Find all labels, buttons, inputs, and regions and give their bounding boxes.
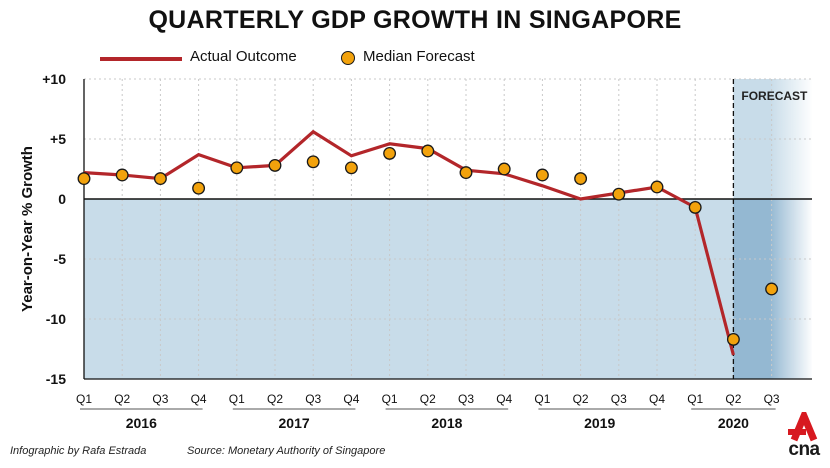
tick-labels: +10 +5 0 -5 -10 -15 Year-on-Year % Growth Q1 Q2 Q… (19, 71, 780, 431)
x-tick-label: Q1 (382, 392, 398, 406)
median-forecast-point (77, 172, 91, 186)
x-tick-label: Q4 (191, 392, 207, 406)
year-label: 2019 (584, 415, 615, 431)
median-forecast-point (230, 161, 244, 175)
y-tick-label: -15 (46, 371, 66, 387)
median-forecast-point (306, 155, 320, 169)
y-tick-label: +5 (50, 131, 66, 147)
x-tick-label: Q3 (152, 392, 168, 406)
x-tick-label: Q4 (649, 392, 665, 406)
y-tick-label: -5 (54, 251, 67, 267)
median-forecast-point (726, 332, 740, 346)
x-tick-label: Q3 (611, 392, 627, 406)
y-tick-label: 0 (58, 191, 66, 207)
x-tick-label: Q4 (343, 392, 359, 406)
year-label: 2018 (431, 415, 462, 431)
x-tick-label: Q3 (305, 392, 321, 406)
chart-title: QUARTERLY GDP GROWTH IN SINGAPORE (148, 6, 682, 34)
cna-logo-text: cna (788, 439, 820, 460)
series (77, 129, 779, 356)
year-label: 2016 (126, 415, 157, 431)
median-forecast-point (497, 162, 511, 176)
x-tick-label: Q2 (725, 392, 741, 406)
negative-region (84, 199, 812, 379)
year-label: 2020 (718, 415, 749, 431)
median-forecast-point (688, 200, 702, 214)
axes: FORECAST (83, 79, 812, 380)
median-forecast-point (459, 166, 473, 180)
y-tick-label: -10 (46, 311, 66, 327)
median-forecast-point (421, 144, 435, 158)
x-tick-label: Q2 (267, 392, 283, 406)
plot-background (84, 79, 813, 379)
median-forecast-point (765, 282, 779, 296)
legend-actual-label: Actual Outcome (190, 48, 297, 65)
median-forecast-point (574, 172, 588, 186)
x-tick-label: Q1 (534, 392, 550, 406)
median-forecast-point (535, 168, 549, 182)
x-tick-label: Q3 (764, 392, 780, 406)
median-forecast-point (650, 180, 664, 194)
gridlines (84, 78, 812, 379)
actual-outcome-line (83, 129, 735, 356)
legend-forecast-label: Median Forecast (363, 48, 475, 65)
cna-logo: cna (780, 412, 828, 464)
x-tick-label: Q2 (573, 392, 589, 406)
x-tick-label: Q1 (76, 392, 92, 406)
x-tick-label: Q4 (496, 392, 512, 406)
source-text: Source: Monetary Authority of Singapore (187, 445, 386, 457)
median-forecast-point (153, 172, 167, 186)
forecast-fade (770, 79, 813, 379)
x-tick-label: Q1 (687, 392, 703, 406)
legend-actual-swatch (100, 57, 182, 61)
median-forecast-point (268, 158, 282, 172)
cna-logo-icon (788, 412, 818, 442)
x-tick-label: Q3 (458, 392, 474, 406)
x-tick-label: Q1 (229, 392, 245, 406)
median-forecast-point (344, 161, 358, 175)
median-forecast-point (115, 168, 129, 182)
y-tick-label: +10 (42, 71, 66, 87)
forecast-region-label: FORECAST (741, 89, 808, 103)
credit-text: Infographic by Rafa Estrada (10, 445, 147, 457)
year-label: 2017 (279, 415, 310, 431)
x-tick-label: Q2 (420, 392, 436, 406)
y-axis-title: Year-on-Year % Growth (19, 146, 36, 312)
legend-forecast-swatch (341, 51, 355, 65)
median-forecast-point (612, 187, 626, 201)
median-forecast-point (192, 181, 206, 195)
median-forecast-point (383, 146, 397, 160)
x-tick-label: Q2 (114, 392, 130, 406)
